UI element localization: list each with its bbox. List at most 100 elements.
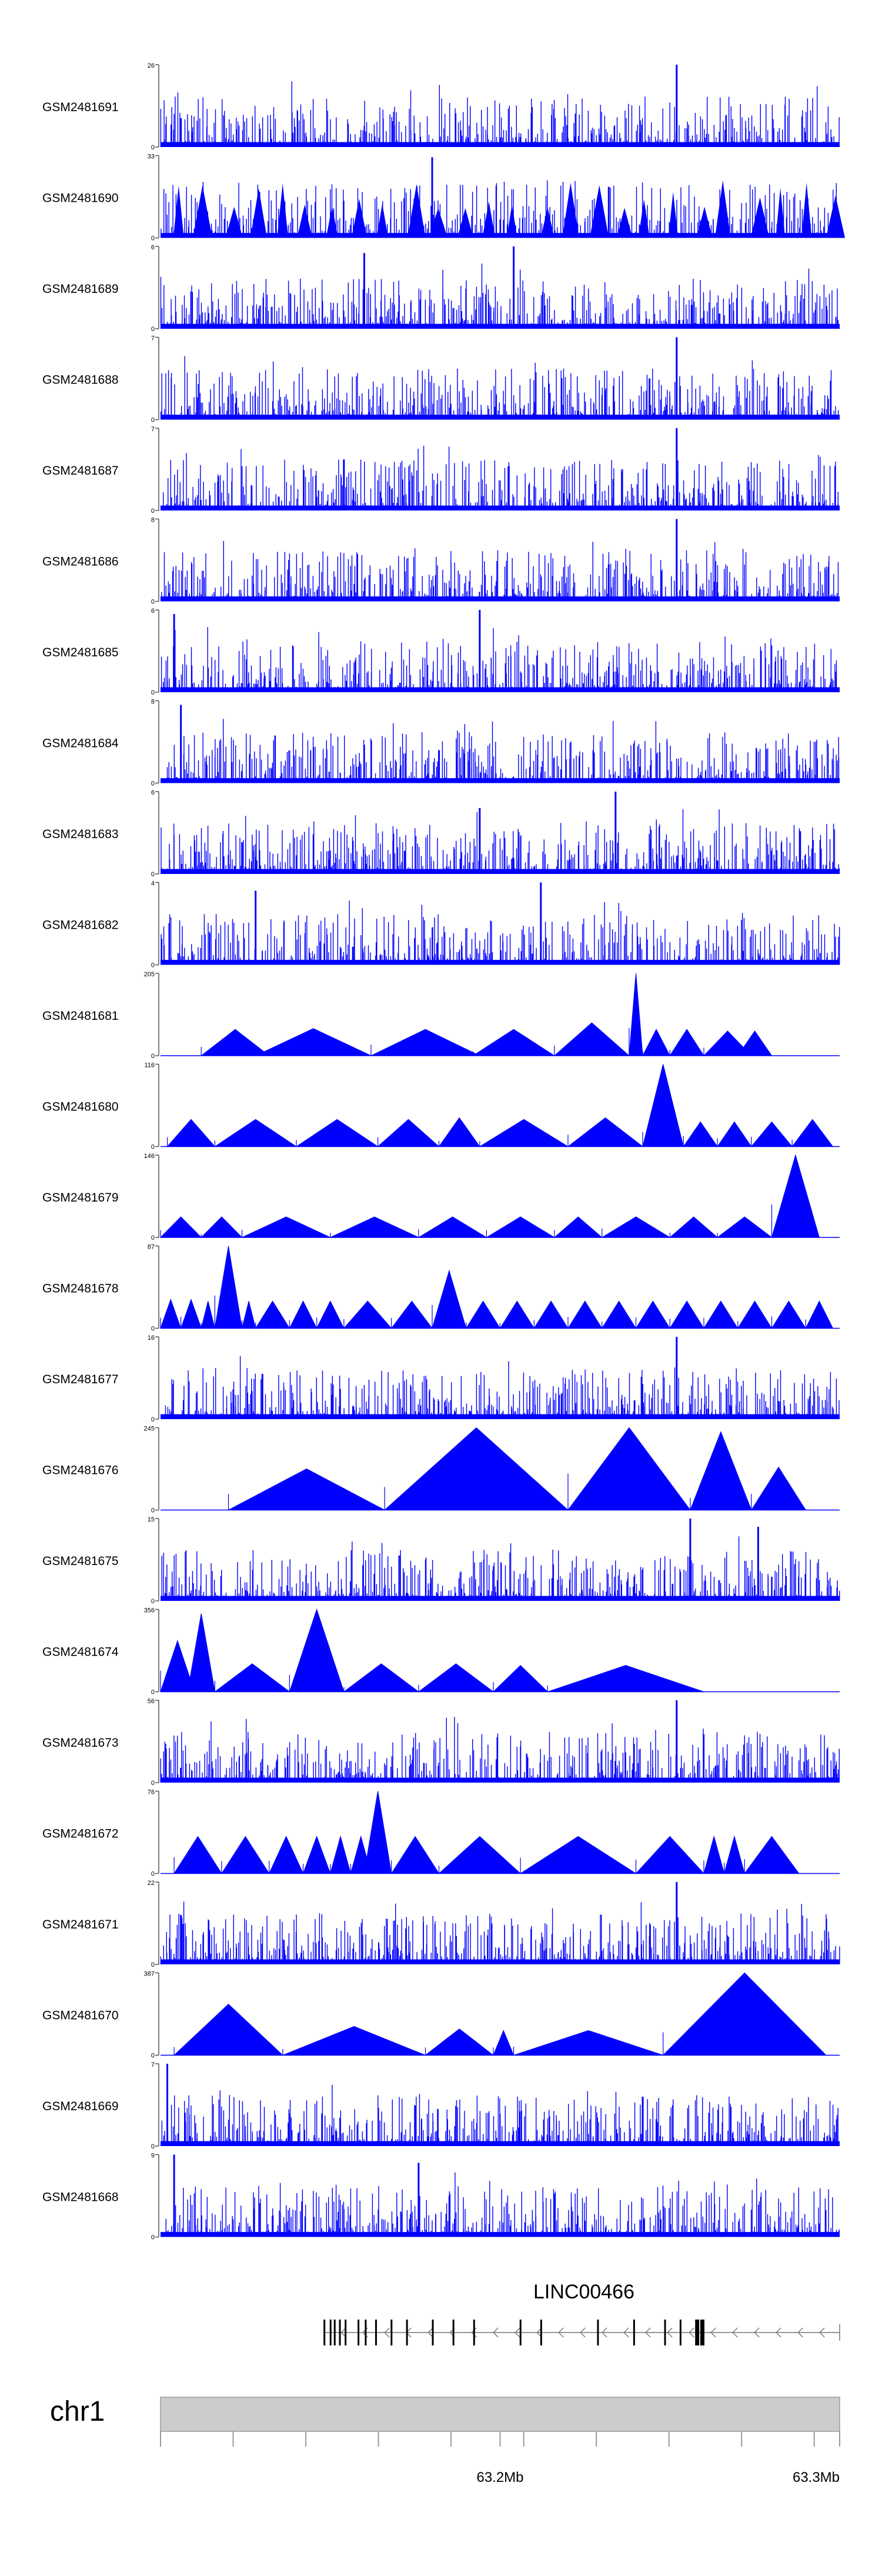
y-axis-min-label: 0 xyxy=(151,235,155,242)
y-axis-max-label: 146 xyxy=(144,1153,155,1160)
coverage-bars xyxy=(161,900,840,965)
coverage-peak xyxy=(669,1029,704,1056)
coverage-peak xyxy=(173,2004,284,2056)
y-axis-max-label: 8 xyxy=(151,699,155,706)
coverage-peak xyxy=(791,1119,834,1147)
coverage-peak xyxy=(642,1064,684,1147)
coverage-peak xyxy=(424,2028,495,2056)
strand-arrows-icon xyxy=(340,2327,825,2338)
y-axis-max-label: 76 xyxy=(148,1789,155,1796)
y-axis-max-label: 87 xyxy=(148,1244,155,1251)
track-GSM2481684: GSM2481684 8 0 xyxy=(42,699,840,788)
gene-exon xyxy=(432,2320,434,2345)
chromosome-label: chr1 xyxy=(50,2396,105,2427)
genome-axis: chr1 63.2Mb 63.3Mb xyxy=(50,2396,840,2485)
track-label: GSM2481674 xyxy=(42,1646,119,1659)
y-axis-min-label: 0 xyxy=(151,1234,155,1242)
coverage-peak xyxy=(805,1300,834,1329)
coverage-peak xyxy=(383,1427,569,1510)
gene-exon xyxy=(375,2320,377,2345)
coverage-floor xyxy=(161,596,840,602)
track-GSM2481668: GSM2481668 9 0 xyxy=(42,2153,840,2241)
coverage-peak xyxy=(703,1835,725,1874)
track-GSM2481673: GSM2481673 56 0 xyxy=(42,1698,840,1787)
track-label: GSM2481673 xyxy=(42,1736,119,1750)
coverage-peak xyxy=(330,1835,352,1874)
coverage-wedges xyxy=(173,180,846,238)
gene-track: LINC00466 xyxy=(323,2281,840,2345)
track-label: GSM2481688 xyxy=(42,373,119,387)
y-axis-max-label: 7 xyxy=(151,426,155,433)
coverage-bars xyxy=(160,2172,840,2237)
y-axis-max-label: 7 xyxy=(151,335,155,342)
coverage-peak xyxy=(289,1608,345,1692)
gene-exon xyxy=(633,2320,635,2345)
coverage-peak xyxy=(479,1119,569,1147)
coverage-spikes xyxy=(228,1473,752,1510)
y-axis-min-label: 0 xyxy=(151,2053,155,2060)
coverage-peak xyxy=(201,1301,216,1329)
coverage-peak xyxy=(214,1246,243,1329)
coverage-peak xyxy=(744,1836,800,1874)
coverage-peak xyxy=(547,1665,704,1692)
coverage-tracks: GSM2481691260GSM2481690330GSM248168960GS… xyxy=(42,62,846,2241)
track-label: GSM2481689 xyxy=(42,282,119,296)
y-axis-min-label: 0 xyxy=(151,1053,155,1060)
coverage-spikes xyxy=(160,1295,806,1329)
coverage-bars xyxy=(160,263,840,329)
y-axis-min-label: 0 xyxy=(151,1961,155,1968)
track-GSM2481689: GSM2481689 6 0 xyxy=(42,244,840,333)
coverage-peak xyxy=(472,1029,556,1056)
track-label: GSM2481668 xyxy=(42,2191,119,2204)
coverage-peak xyxy=(553,1216,603,1238)
track-label: GSM2481681 xyxy=(42,1009,119,1023)
coverage-bars xyxy=(160,81,840,147)
coverage-bars xyxy=(161,540,840,602)
y-axis-min-label: 0 xyxy=(151,508,155,515)
y-axis-max-label: 9 xyxy=(151,2153,155,2160)
coverage-peak xyxy=(716,1216,773,1238)
coverage-peak xyxy=(519,1836,637,1874)
coverage-peak xyxy=(750,1121,793,1147)
track-label: GSM2481683 xyxy=(42,827,119,841)
track-label: GSM2481671 xyxy=(42,1918,119,1931)
coverage-peak xyxy=(173,1836,222,1874)
coverage-peak xyxy=(683,1121,719,1147)
coverage-peak xyxy=(255,1300,290,1329)
track-GSM2481691: GSM2481691 26 0 xyxy=(42,62,840,151)
coverage-peak xyxy=(417,1663,495,1692)
coverage-peak xyxy=(330,1216,419,1238)
y-axis-max-label: 6 xyxy=(151,608,155,615)
y-axis-min-label: 0 xyxy=(151,1689,155,1696)
coverage-peak xyxy=(669,1300,704,1329)
y-axis-min-label: 0 xyxy=(151,780,155,788)
coverage-floor xyxy=(161,2141,840,2146)
coverage-peak xyxy=(567,1117,644,1147)
coverage-spikes xyxy=(167,1132,793,1147)
coverage-floor xyxy=(161,869,840,874)
y-axis-max-label: 22 xyxy=(148,1880,155,1887)
gene-exon xyxy=(323,2320,326,2345)
y-axis-min-label: 0 xyxy=(151,1326,155,1333)
coverage-peak xyxy=(255,1028,372,1056)
track-label: GSM2481676 xyxy=(42,1464,119,1477)
coverage-peak xyxy=(343,1300,392,1329)
coverage-peak xyxy=(492,1665,549,1692)
track-GSM2481674: GSM2481674 356 0 xyxy=(42,1607,840,1696)
track-GSM2481690: GSM2481690 33 0 xyxy=(42,154,846,242)
coverage-peak xyxy=(390,1300,433,1329)
y-axis-min-label: 0 xyxy=(151,1507,155,1514)
coverage-peak xyxy=(213,1119,298,1147)
coverage-peak xyxy=(465,1300,501,1329)
track-label: GSM2481672 xyxy=(42,1827,119,1841)
coverage-spikes xyxy=(173,1857,745,1874)
track-label: GSM2481669 xyxy=(42,2100,119,2113)
y-axis-max-label: 56 xyxy=(148,1698,155,1705)
coverage-bars xyxy=(161,445,840,510)
y-axis-max-label: 26 xyxy=(148,62,155,69)
y-axis-max-label: 205 xyxy=(144,971,155,978)
y-axis-min-label: 0 xyxy=(151,144,155,151)
coverage-floor xyxy=(161,1777,840,1783)
track-GSM2481676: GSM2481676 245 0 xyxy=(42,1426,840,1514)
coverage-spikes xyxy=(201,1027,739,1056)
